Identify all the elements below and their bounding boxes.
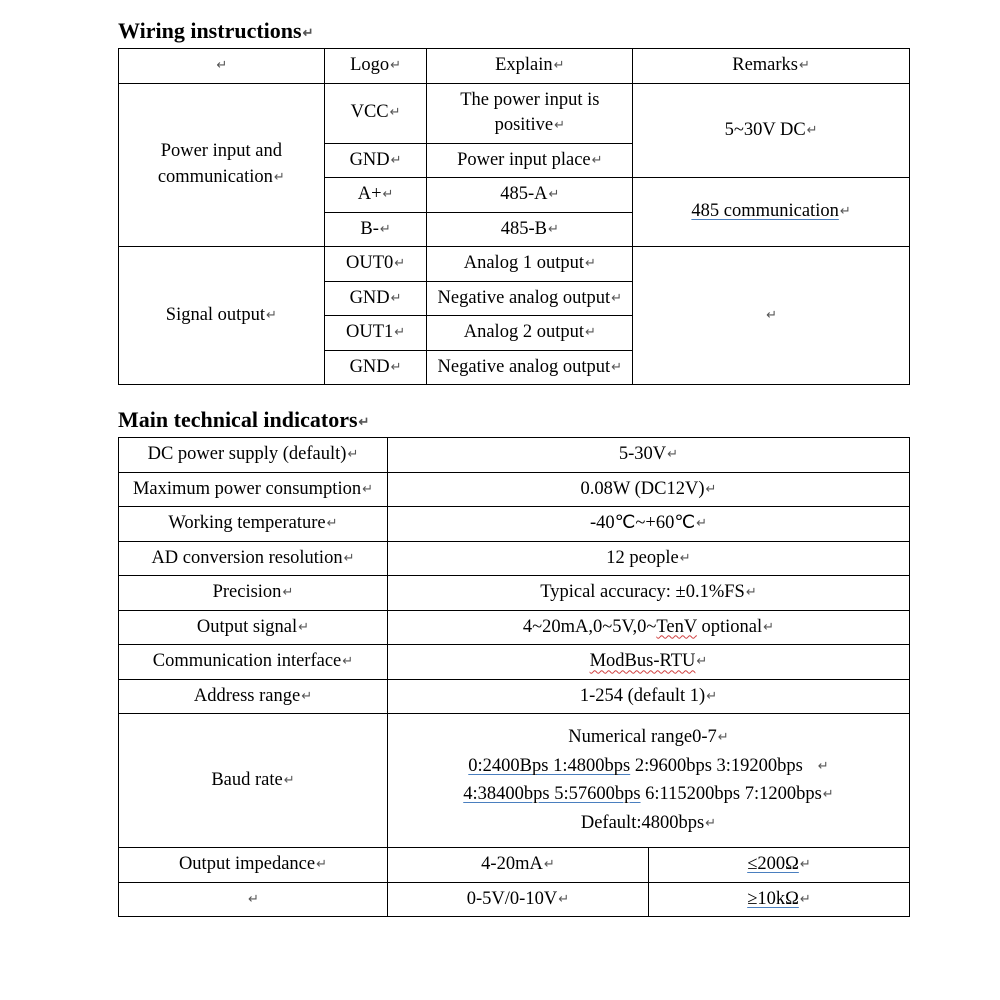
table-row: Precision↵ Typical accuracy: ±0.1%FS↵ xyxy=(119,576,910,611)
wiring-table: ↵ Logo↵ Explain↵ Remarks↵ Power input an… xyxy=(118,48,910,385)
table-row: Baud rate↵ Numerical range0-7↵ 0:2400Bps… xyxy=(119,714,910,848)
table-row: Output impedance↵ 4-20mA↵ ≤200Ω↵ xyxy=(119,848,910,883)
table-row: ↵ Logo↵ Explain↵ Remarks↵ xyxy=(119,49,910,84)
wiring-title: Wiring instructions↵ xyxy=(118,18,910,44)
table-row: Address range↵ 1-254 (default 1)↵ xyxy=(119,679,910,714)
table-row: Communication interface↵ ModBus-RTU↵ xyxy=(119,645,910,680)
table-row: ↵ 0-5V/0-10V↵ ≥10kΩ↵ xyxy=(119,882,910,917)
table-row: Signal output↵ OUT0↵ Analog 1 output↵ ↵ xyxy=(119,247,910,282)
table-row: DC power supply (default)↵ 5-30V↵ xyxy=(119,438,910,473)
tech-title: Main technical indicators↵ xyxy=(118,407,910,433)
table-row: Maximum power consumption↵ 0.08W (DC12V)… xyxy=(119,472,910,507)
table-row: Working temperature↵ -40℃~+60℃↵ xyxy=(119,507,910,542)
table-row: AD conversion resolution↵ 12 people↵ xyxy=(119,541,910,576)
table-row: Output signal↵ 4~20mA,0~5V,0~TenV option… xyxy=(119,610,910,645)
table-row: Power input and communication↵ VCC↵ The … xyxy=(119,83,910,143)
tech-table: DC power supply (default)↵ 5-30V↵ Maximu… xyxy=(118,437,910,917)
